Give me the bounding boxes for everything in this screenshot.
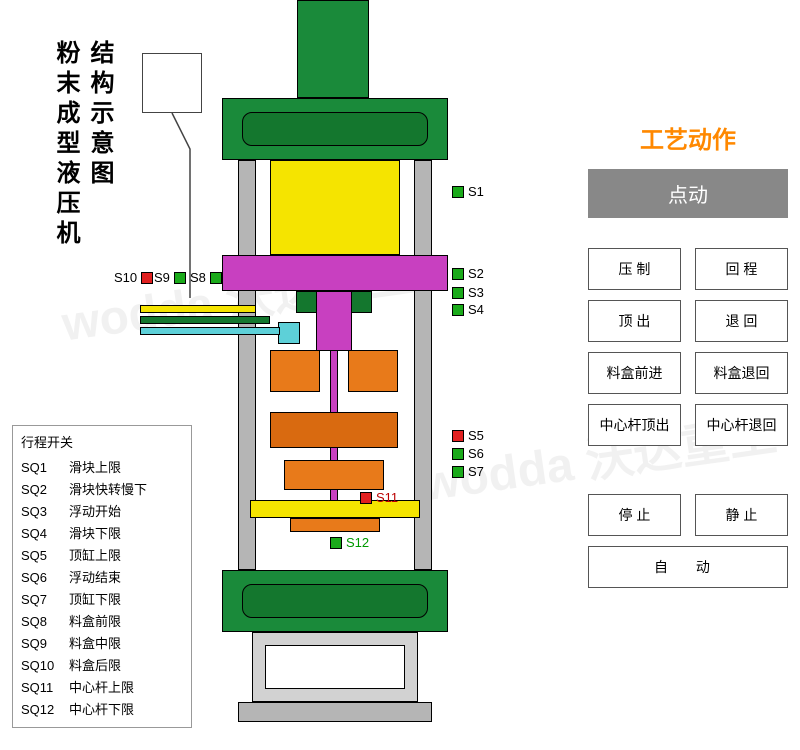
legend-row: SQ3浮动开始 bbox=[21, 501, 183, 523]
legend-row: SQ4滑块下限 bbox=[21, 523, 183, 545]
sensor-s7: S7 bbox=[452, 464, 484, 479]
still-button[interactable]: 静 止 bbox=[695, 494, 788, 536]
legend-row: SQ10料盒后限 bbox=[21, 655, 183, 677]
sensor-s4: S4 bbox=[452, 302, 484, 317]
legend-row: SQ12中心杆下限 bbox=[21, 699, 183, 721]
legend-row: SQ6浮动结束 bbox=[21, 567, 183, 589]
return-button[interactable]: 回 程 bbox=[695, 248, 788, 290]
box-back-button[interactable]: 料盒退回 bbox=[695, 352, 788, 394]
sensor-s5: S5 bbox=[452, 428, 484, 443]
legend-title: 行程开关 bbox=[21, 432, 183, 454]
sensor-s2: S2 bbox=[452, 266, 484, 281]
controls-panel: 工艺动作 点动 压 制 回 程 顶 出 退 回 料盒前进 料盒退回 中心杆顶出 … bbox=[588, 120, 788, 588]
mode-display: 点动 bbox=[588, 169, 788, 218]
legend-row: SQ8料盒前限 bbox=[21, 611, 183, 633]
sensor-s11: S11 bbox=[360, 490, 398, 505]
legend-row: SQ1滑块上限 bbox=[21, 457, 183, 479]
section-title: 工艺动作 bbox=[588, 120, 788, 155]
legend-row: SQ2滑块快转慢下 bbox=[21, 479, 183, 501]
legend-row: SQ7顶缸下限 bbox=[21, 589, 183, 611]
sensor-s10: S10 bbox=[114, 270, 153, 285]
rod-up-button[interactable]: 中心杆顶出 bbox=[588, 404, 681, 446]
eject-button[interactable]: 顶 出 bbox=[588, 300, 681, 342]
sensor-s8: S8 bbox=[190, 270, 222, 285]
press-button[interactable]: 压 制 bbox=[588, 248, 681, 290]
sensor-s1: S1 bbox=[452, 184, 484, 199]
retract-button[interactable]: 退 回 bbox=[695, 300, 788, 342]
legend-row: SQ5顶缸上限 bbox=[21, 545, 183, 567]
box-forward-button[interactable]: 料盒前进 bbox=[588, 352, 681, 394]
sensor-s3: S3 bbox=[452, 285, 484, 300]
sensor-s9: S9 bbox=[154, 270, 186, 285]
rod-back-button[interactable]: 中心杆退回 bbox=[695, 404, 788, 446]
legend-box: 行程开关 SQ1滑块上限SQ2滑块快转慢下SQ3浮动开始SQ4滑块下限SQ5顶缸… bbox=[12, 425, 192, 728]
auto-button[interactable]: 自 动 bbox=[588, 546, 788, 588]
legend-row: SQ9料盒中限 bbox=[21, 633, 183, 655]
title-machine: 粉末成型液压机 bbox=[48, 40, 83, 250]
legend-row: SQ11中心杆上限 bbox=[21, 677, 183, 699]
stop-button[interactable]: 停 止 bbox=[588, 494, 681, 536]
sensor-s6: S6 bbox=[452, 446, 484, 461]
sensor-s12: S12 bbox=[330, 535, 369, 550]
title-structure: 结构示意图 bbox=[82, 40, 117, 190]
